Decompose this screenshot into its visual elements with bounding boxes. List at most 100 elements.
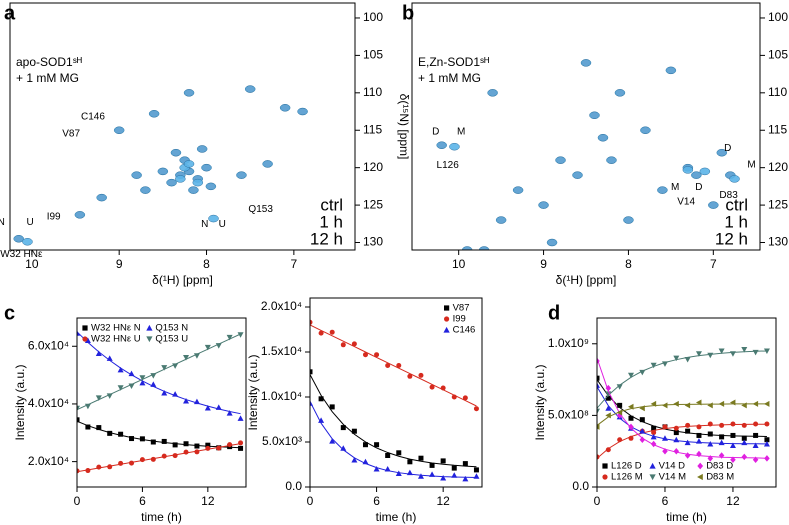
- y-tick-label: 105: [768, 48, 788, 62]
- data-point: [84, 403, 91, 410]
- data-point: [473, 473, 480, 479]
- legend-marker: [649, 462, 656, 469]
- spectrum-title: E,Zn-SOD1ˢᴴ: [418, 55, 489, 69]
- legend-entry: I99: [453, 314, 466, 325]
- x-tick-label: 0: [594, 494, 601, 508]
- peak: [113, 126, 125, 134]
- data-point: [183, 398, 190, 404]
- data-point: [605, 412, 611, 419]
- data-point: [193, 353, 200, 359]
- data-point: [695, 351, 702, 357]
- peak: [244, 85, 256, 93]
- data-point: [139, 379, 146, 386]
- data-point: [597, 423, 600, 430]
- plot-frame: [9, 2, 356, 251]
- legend-entry: C146: [453, 325, 476, 336]
- data-point: [753, 421, 759, 427]
- data-point: [107, 464, 113, 470]
- data-point: [627, 403, 634, 410]
- y-tick-label: 120: [363, 160, 383, 174]
- data-point: [340, 342, 346, 348]
- y-tick-label: 0.0: [285, 479, 302, 493]
- data-point: [318, 396, 324, 402]
- data-point: [473, 406, 479, 412]
- data-point: [616, 409, 623, 416]
- spectrum-title: apo-SOD1ˢᴴ: [16, 55, 82, 69]
- data-point: [718, 348, 725, 354]
- data-point: [183, 441, 189, 447]
- data-point: [451, 472, 458, 478]
- data-point: [374, 352, 380, 358]
- x-tick-label: 12: [436, 494, 450, 508]
- y-tick-label: 105: [363, 48, 383, 62]
- peak: [175, 175, 186, 183]
- peak: [140, 186, 151, 194]
- data-point: [451, 465, 457, 471]
- data-point: [318, 330, 324, 336]
- data-point: [384, 466, 391, 472]
- data-point: [605, 384, 612, 392]
- peak: [436, 141, 447, 149]
- data-point: [718, 400, 725, 407]
- peak: [478, 246, 490, 250]
- y-tick-label: 1.0x10⁴: [261, 389, 302, 403]
- data-point: [429, 384, 435, 390]
- plot-area: [13, 85, 308, 246]
- data-point: [310, 400, 313, 406]
- data-point: [684, 357, 691, 363]
- data-point: [764, 421, 770, 427]
- data-point: [150, 456, 156, 462]
- data-point: [707, 431, 713, 437]
- x-tick-label: 9: [540, 257, 547, 271]
- data-point: [741, 435, 747, 441]
- y-tick-label: 125: [768, 197, 788, 211]
- peak-annotation: N: [0, 217, 5, 228]
- data-point: [730, 421, 736, 427]
- plot-area: [597, 347, 770, 464]
- data-point: [597, 408, 600, 415]
- data-point: [340, 445, 347, 451]
- y-tick-label: 1.5x10⁴: [261, 344, 302, 358]
- data-point: [172, 442, 178, 448]
- data-point: [718, 439, 725, 446]
- data-point: [161, 389, 168, 396]
- data-point: [730, 432, 736, 438]
- data-point: [329, 404, 335, 410]
- peak: [597, 133, 609, 142]
- data-point: [763, 441, 770, 447]
- peak-annotation: C146: [81, 111, 105, 122]
- data-point: [597, 375, 600, 381]
- data-point: [719, 434, 725, 440]
- legend-marker: [146, 324, 153, 331]
- data-point: [139, 375, 146, 381]
- data-point: [741, 422, 747, 428]
- data-point: [730, 456, 736, 464]
- x-axis-label: δ(¹H) [ppm]: [152, 273, 213, 287]
- peak: [708, 201, 719, 209]
- y-axis-label: Intensity (a.u.): [246, 354, 260, 430]
- peak: [205, 182, 217, 191]
- fit-line: [597, 423, 767, 459]
- data-point: [741, 402, 747, 409]
- x-tick-label: 12: [726, 494, 740, 508]
- peak: [555, 156, 566, 164]
- legend-entry: Q153 U: [155, 334, 188, 345]
- data-point: [215, 404, 222, 410]
- data-point: [84, 337, 91, 343]
- data-point: [351, 428, 357, 434]
- data-point: [77, 468, 80, 474]
- data-point: [617, 402, 623, 408]
- peak-annotation: Q153: [248, 204, 273, 215]
- spectrum-title: + 1 mM MG: [418, 71, 481, 85]
- data-point: [95, 350, 102, 356]
- peak: [461, 246, 473, 250]
- legend-marker: [697, 473, 703, 481]
- peak: [589, 111, 600, 120]
- y-tick-label: 120: [768, 160, 788, 174]
- plot-area: [310, 319, 480, 482]
- data-point: [673, 400, 679, 407]
- peak: [148, 110, 160, 118]
- legend-marker: [82, 325, 88, 331]
- peak-annotation: V14: [677, 197, 695, 208]
- data-point: [362, 442, 368, 448]
